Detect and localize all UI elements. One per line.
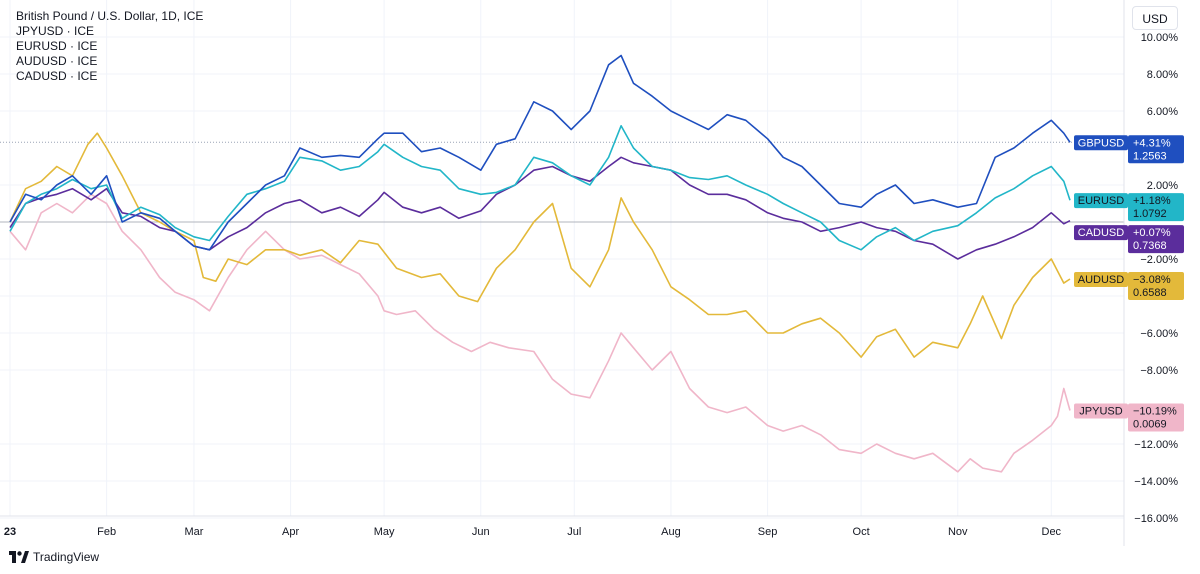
y-tick-label: 6.00% — [1147, 106, 1178, 118]
y-tick-label: −16.00% — [1134, 513, 1178, 525]
price-tag-name: GBPUSD — [1078, 137, 1125, 149]
y-tick-label: −8.00% — [1140, 365, 1178, 377]
legend-title[interactable]: British Pound / U.S. Dollar, 1D, ICE — [16, 9, 204, 23]
series-line-cadusd[interactable] — [9, 156, 1071, 260]
y-tick-label: −2.00% — [1140, 254, 1178, 266]
series-line-jpyusd[interactable] — [9, 193, 1071, 473]
x-tick-label: Jun — [472, 526, 490, 538]
y-tick-label: 10.00% — [1141, 32, 1179, 44]
x-axis[interactable]: 23 Feb Mar Apr May Jun Jul Aug Sep Oct Nov Dec — [4, 526, 1062, 538]
price-tag-name-bg — [1074, 225, 1128, 241]
price-tag-name-bg — [1074, 403, 1128, 419]
price-tag-change: −10.19% — [1133, 406, 1177, 418]
price-tag-name-bg — [1074, 135, 1128, 151]
y-tick-label: −12.00% — [1134, 439, 1178, 451]
grid-lines — [0, 0, 1124, 519]
price-tag-price: 0.6588 — [1133, 287, 1167, 299]
x-tick-label: Apr — [282, 526, 299, 538]
price-tag-name-bg — [1074, 193, 1128, 209]
y-tick-label: 2.00% — [1147, 180, 1178, 192]
y-axis[interactable]: 10.00%8.00%6.00%2.00%−2.00%−4.00%−6.00%−… — [1134, 32, 1178, 525]
price-tag-value-bg — [1128, 135, 1184, 164]
x-tick-label: Oct — [853, 526, 870, 538]
legend-item-cadusd[interactable]: CADUSD · ICE — [16, 69, 98, 83]
series-line-audusd[interactable] — [9, 132, 1071, 358]
y-tick-label: 8.00% — [1147, 69, 1178, 81]
price-tag-gbpusd: GBPUSD +4.31%1.2563 — [1074, 135, 1184, 164]
series-line-gbpusd[interactable] — [9, 54, 1071, 251]
price-tags: GBPUSD +4.31%1.2563 EURUSD +1.18%1.0792 CADU… — [1074, 135, 1184, 432]
price-tag-value-bg — [1128, 225, 1184, 254]
price-tag-name: CADUSD — [1078, 227, 1125, 239]
price-tag-price: 0.0069 — [1133, 419, 1167, 431]
y-tick-label: −6.00% — [1140, 328, 1178, 340]
price-tag-value-bg — [1128, 193, 1184, 222]
price-tag-value-bg — [1128, 403, 1184, 432]
price-tag-change: +0.07% — [1133, 227, 1171, 239]
legend-item-eurusd[interactable]: EURUSD · ICE — [16, 39, 98, 53]
x-tick-label: Feb — [97, 526, 116, 538]
y-tick-label: −14.00% — [1134, 476, 1178, 488]
price-tag-price: 0.7368 — [1133, 240, 1167, 252]
price-tag-change: +4.31% — [1133, 137, 1171, 149]
x-tick-label: 23 — [4, 526, 16, 538]
series-layer — [9, 54, 1071, 473]
brand-label: TradingView — [33, 550, 100, 564]
x-tick-label: Mar — [184, 526, 203, 538]
price-tag-name-bg — [1074, 271, 1128, 287]
x-tick-label: Aug — [661, 526, 681, 538]
price-tag-value-bg — [1128, 271, 1184, 300]
price-tag-price: 1.0792 — [1133, 208, 1167, 220]
price-tag-audusd: AUDUSD −3.08%0.6588 — [1074, 271, 1184, 300]
x-tick-label: Dec — [1042, 526, 1062, 538]
price-tag-eurusd: EURUSD +1.18%1.0792 — [1074, 193, 1184, 222]
legend-item-audusd[interactable]: AUDUSD · ICE — [16, 54, 98, 68]
price-tag-name: JPYUSD — [1079, 406, 1122, 418]
price-tag-change: +1.18% — [1133, 195, 1171, 207]
price-tag-cadusd: CADUSD +0.07%0.7368 — [1074, 225, 1184, 254]
price-tag-price: 1.2563 — [1133, 150, 1167, 162]
price-tag-name: EURUSD — [1078, 195, 1125, 207]
x-tick-label: May — [374, 526, 395, 538]
price-tag-jpyusd: JPYUSD −10.19%0.0069 — [1074, 403, 1184, 432]
price-tag-name: AUDUSD — [1078, 274, 1125, 286]
tradingview-icon — [9, 551, 29, 563]
legend-item-jpyusd[interactable]: JPYUSD · ICE — [16, 24, 95, 38]
legend: British Pound / U.S. Dollar, 1D, ICE JPY… — [16, 9, 203, 84]
x-tick-label: Jul — [567, 526, 581, 538]
price-tag-change: −3.08% — [1133, 274, 1171, 286]
x-tick-label: Sep — [758, 526, 778, 538]
currency-button[interactable]: USD — [1132, 6, 1178, 30]
tradingview-logo[interactable]: TradingView — [9, 550, 99, 564]
series-line-eurusd[interactable] — [9, 125, 1071, 251]
x-tick-label: Nov — [948, 526, 968, 538]
